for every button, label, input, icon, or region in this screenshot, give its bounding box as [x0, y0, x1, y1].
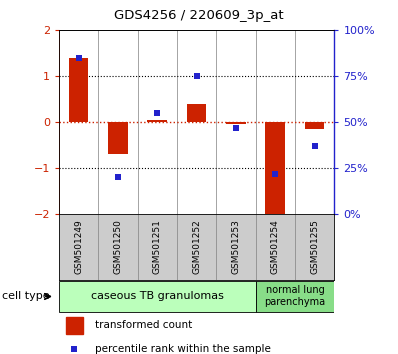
Bar: [265, 122, 285, 216]
Text: GSM501253: GSM501253: [232, 219, 240, 274]
Text: caseous TB granulomas: caseous TB granulomas: [91, 291, 224, 301]
Text: GSM501250: GSM501250: [113, 219, 123, 274]
Text: GSM501254: GSM501254: [271, 219, 280, 274]
Text: percentile rank within the sample: percentile rank within the sample: [95, 344, 271, 354]
Text: transformed count: transformed count: [95, 320, 192, 330]
Text: GSM501255: GSM501255: [310, 219, 319, 274]
Bar: [187, 104, 207, 122]
Bar: [147, 120, 167, 122]
Bar: [256, 281, 334, 312]
Bar: [69, 58, 88, 122]
Text: GSM501249: GSM501249: [74, 219, 83, 274]
Text: GDS4256 / 220609_3p_at: GDS4256 / 220609_3p_at: [114, 9, 284, 22]
Bar: [226, 122, 246, 124]
Bar: [108, 122, 128, 154]
Bar: [66, 316, 83, 334]
Text: normal lung
parenchyma: normal lung parenchyma: [264, 285, 326, 307]
Bar: [59, 281, 256, 312]
Text: GSM501252: GSM501252: [192, 219, 201, 274]
Bar: [305, 122, 324, 129]
Text: cell type: cell type: [2, 291, 50, 302]
Text: GSM501251: GSM501251: [153, 219, 162, 274]
